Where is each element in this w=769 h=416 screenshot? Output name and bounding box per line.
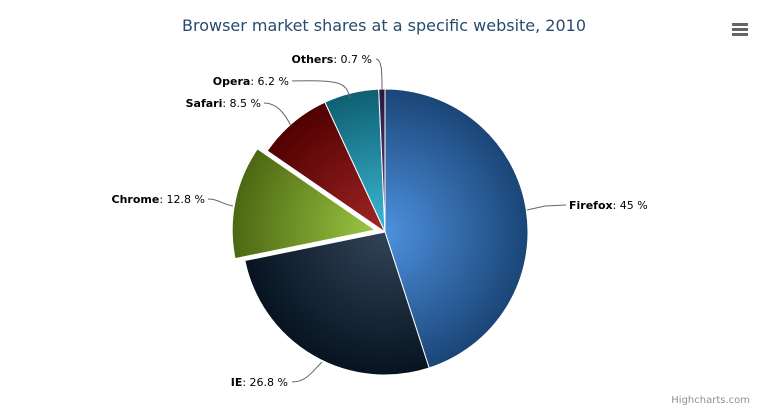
pie-slice-others[interactable] — [378, 88, 386, 233]
data-label-safari: Safari: 8.5 % — [186, 97, 261, 110]
data-label-firefox: Firefox: 45 % — [569, 199, 648, 212]
data-label-name: Safari — [186, 97, 223, 110]
data-label-name: Firefox — [569, 199, 613, 212]
data-label-name: Others — [291, 53, 333, 66]
data-label-value: : 45 % — [613, 199, 648, 212]
data-label-value: : 26.8 % — [242, 376, 288, 389]
data-label-opera: Opera: 6.2 % — [213, 75, 289, 88]
data-label-chrome: Chrome: 12.8 % — [112, 193, 205, 206]
connector-chrome — [207, 198, 234, 207]
connector-safari — [263, 102, 292, 127]
pie-slice-firefox[interactable] — [384, 88, 529, 369]
data-label-value: : 0.7 % — [333, 53, 372, 66]
credits-link[interactable]: Highcharts.com — [671, 395, 750, 406]
data-label-value: : 8.5 % — [222, 97, 261, 110]
data-label-value: : 12.8 % — [159, 193, 205, 206]
connector-firefox — [526, 204, 567, 211]
connector-ie — [291, 361, 323, 383]
data-label-value: : 6.2 % — [250, 75, 289, 88]
data-label-name: IE — [231, 376, 243, 389]
pie-slice-chrome[interactable] — [231, 148, 377, 260]
hamburger-menu-icon[interactable] — [726, 16, 754, 44]
data-label-ie: IE: 26.8 % — [231, 376, 288, 389]
pie-slice-ie[interactable] — [244, 231, 430, 376]
data-label-name: Opera — [213, 75, 251, 88]
connector-opera — [291, 80, 351, 99]
data-label-name: Chrome — [112, 193, 160, 206]
data-label-others: Others: 0.7 % — [291, 53, 372, 66]
chart-title: Browser market shares at a specific webs… — [182, 16, 586, 35]
connector-others — [375, 58, 383, 90]
